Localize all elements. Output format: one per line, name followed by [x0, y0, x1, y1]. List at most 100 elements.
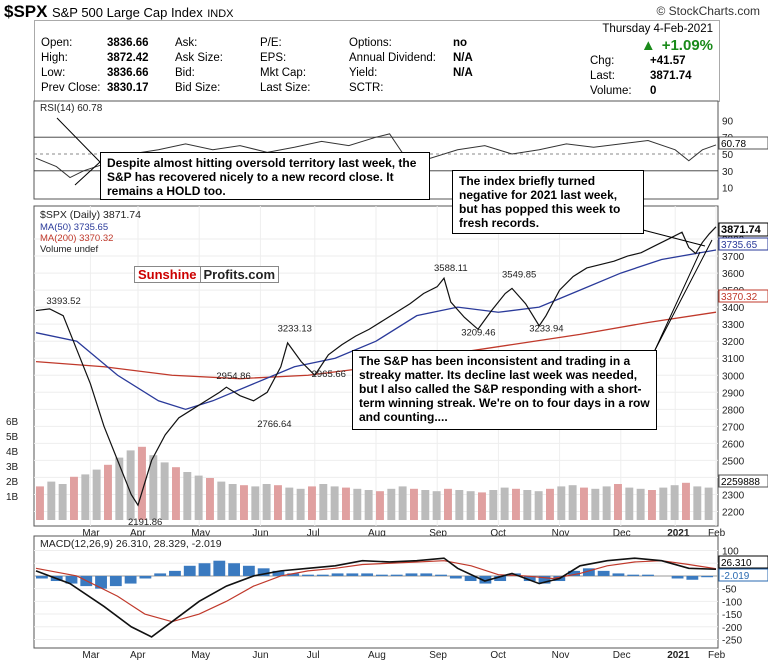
macd-tick-label: 100	[722, 547, 739, 558]
volume-bar	[115, 457, 124, 520]
change-pct: +1.09%	[661, 37, 713, 54]
price-tick-label: 3200	[722, 337, 745, 348]
volume-bar	[342, 487, 350, 520]
macd-x-axis-labels: Mar Apr May Jun Jul Aug Sep Oct Nov Dec 2021 Feb	[82, 650, 725, 661]
brand-part2: Profits.com	[199, 267, 279, 282]
quote-field-value: 0	[650, 85, 657, 97]
macd-hist-bar	[538, 575, 551, 584]
macd-hist-bar	[257, 568, 270, 576]
quote-field: Chg: +41.57	[590, 55, 692, 70]
quote-field: Prev Close: 3830.17	[41, 82, 149, 97]
price-annotation: 2965.66	[312, 369, 346, 380]
quote-field: Options: no	[349, 37, 473, 52]
volume-bar	[659, 487, 668, 520]
quote-field-label: Yield:	[349, 67, 378, 79]
volume-bar	[126, 450, 135, 520]
price-annotation: 2191.86	[128, 517, 162, 528]
last-price-label: 3871.74	[721, 224, 762, 236]
macd-hist-bar	[686, 575, 699, 580]
volume-bar	[308, 486, 316, 520]
volume-bar	[262, 484, 271, 520]
price-tick-label: 2300	[722, 490, 745, 501]
volume-bar	[591, 488, 600, 520]
price-tick-label: 2600	[722, 439, 745, 450]
quote-field-label: Last:	[590, 70, 615, 82]
macd-last-box	[718, 555, 768, 569]
quote-field: Ask:	[175, 37, 235, 52]
volume-bar	[489, 490, 498, 520]
price-annotation: 3209.46	[461, 328, 495, 339]
rsi-tick-label: 30	[722, 167, 734, 178]
macd-hist-bar	[287, 573, 300, 576]
macd-hist-bar	[95, 575, 107, 589]
x-axis-label: 2021	[667, 528, 690, 539]
price-annotation: 3588.11	[434, 263, 468, 274]
quote-col-dividends: Options: no Annual Dividend: N/A Yield: N/A SC…	[349, 37, 473, 97]
volume-tick-label: 6B	[6, 417, 19, 428]
volume-bar	[81, 474, 90, 520]
volume-bar	[387, 488, 396, 520]
macd-x-axis-label: Feb	[708, 650, 726, 661]
volume-bar	[500, 487, 509, 520]
volume-bar	[648, 490, 656, 520]
index-note-pointer	[642, 229, 706, 247]
macd-hist-bar	[405, 573, 418, 576]
macd-hist-bar	[642, 574, 654, 576]
macd-hist-bar	[198, 563, 211, 576]
x-axis-label: Oct	[490, 528, 506, 539]
macd-x-axis-label: Jul	[307, 650, 320, 661]
volume-tick-label: 3B	[6, 462, 19, 473]
last-price-box	[718, 222, 768, 237]
volume-bar	[92, 469, 101, 520]
volume-bar	[58, 484, 67, 520]
quote-field: Volume: 0	[590, 85, 692, 100]
volume-bar	[319, 484, 328, 520]
price-tick-label: 2800	[722, 405, 745, 416]
volume-bar	[240, 485, 248, 520]
macd-hist-bar	[316, 574, 329, 576]
volume-bar	[455, 490, 464, 520]
macd-hist-bar	[376, 574, 388, 576]
quote-col-fundamentals: P/E: EPS: Mkt Cap: Last Size:	[260, 37, 326, 97]
macd-last-label: 26.310	[721, 558, 752, 569]
up-arrow-icon: ▲	[640, 37, 656, 54]
volume-bar	[546, 488, 554, 520]
volume-bars	[36, 446, 713, 520]
price-annotation: 3393.52	[46, 296, 80, 307]
macd-x-axis-label: Jun	[252, 650, 268, 661]
volume-bar	[104, 464, 112, 520]
macd-hist-bar	[420, 573, 433, 576]
macd-x-axis-label: Oct	[490, 650, 506, 661]
macd-hist-bar	[582, 568, 595, 576]
volume-tick-label: 5B	[6, 432, 19, 443]
price-tick-label: 2700	[722, 422, 745, 433]
rsi-tick-label: 50	[722, 150, 734, 161]
volume-bar	[160, 462, 169, 520]
volume-tick-label: 4B	[6, 447, 19, 458]
brand-logo: Sunshine Profits.com	[134, 266, 280, 283]
macd-tick-label: -150	[722, 610, 742, 621]
ma200-legend: MA(200) 3370.32	[40, 233, 113, 244]
quote-field-label: High:	[41, 52, 68, 64]
macd-signal-box	[718, 568, 768, 582]
price-tick-label: 3600	[722, 269, 745, 280]
x-axis-label: Dec	[613, 528, 631, 539]
price-tick-label: 2200	[722, 507, 745, 518]
price-tick-label: 3400	[722, 303, 745, 314]
x-axis-label: Jun	[252, 528, 268, 539]
quote-field: Last: 3871.74	[590, 70, 692, 85]
volume-bar	[296, 488, 305, 520]
ma200-last-box	[718, 289, 768, 303]
volume-bar	[217, 481, 226, 520]
streak-callout: The S&P has been inconsistent and tradin…	[352, 350, 657, 430]
quote-field: SCTR:	[349, 82, 473, 97]
volume-bar	[206, 478, 214, 520]
volume-legend: Volume undef	[40, 244, 98, 255]
macd-hist-bar	[213, 560, 226, 576]
index-callout: The index briefly turned negative for 20…	[452, 170, 644, 234]
macd-x-axis-label: Aug	[368, 650, 386, 661]
rsi-tick-label: 10	[722, 184, 734, 195]
macd-tick-label: -100	[722, 597, 742, 608]
volume-bar	[47, 481, 56, 520]
x-axis-label: Sep	[429, 528, 447, 539]
